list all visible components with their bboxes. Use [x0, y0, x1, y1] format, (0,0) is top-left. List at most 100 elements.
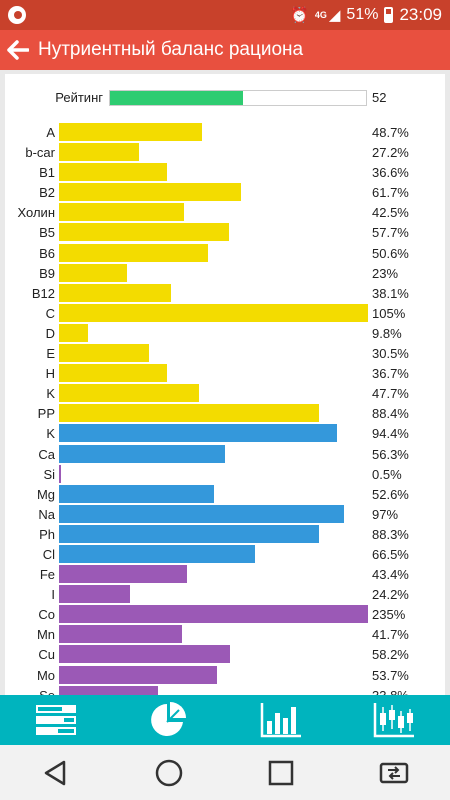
tab-list[interactable]	[0, 695, 113, 745]
nutrient-label: Si	[43, 466, 55, 482]
nutrient-label: Co	[38, 607, 55, 623]
nutrient-bar	[59, 685, 159, 695]
system-nav-bar	[0, 745, 450, 800]
nutrient-percent: 88.3%	[372, 526, 409, 542]
nav-back-button[interactable]	[36, 753, 76, 793]
nutrient-row: Se 33.8%	[5, 685, 445, 695]
nutrient-label: Mg	[36, 486, 55, 502]
nutrient-row: B12 38.1%	[5, 283, 445, 303]
nutrient-percent: 53.7%	[372, 667, 409, 683]
nutrient-percent: 88.4%	[372, 406, 409, 422]
nutrient-percent: 23%	[372, 265, 399, 281]
nutrient-label: H	[45, 366, 55, 382]
nutrient-percent: 48.7%	[372, 125, 409, 140]
nutrient-label: E	[46, 346, 55, 362]
back-triangle-icon	[45, 760, 66, 785]
nutrient-row: Na 97%	[5, 504, 445, 524]
nutrient-label: Ca	[38, 446, 55, 462]
nutrient-row: B9 23%	[5, 263, 445, 283]
nutrient-label: b-car	[25, 145, 55, 161]
nutrient-percent: 0.5%	[372, 466, 402, 482]
nutrient-bar	[59, 303, 368, 322]
nutrient-bar	[59, 484, 214, 503]
network-type: 4G	[314, 10, 327, 20]
nav-recents-button[interactable]	[261, 753, 301, 793]
nutrient-percent: 97%	[372, 506, 399, 522]
nutrient-percent: 27.2%	[372, 145, 409, 161]
nutrient-bar	[59, 123, 203, 141]
nutrient-bar	[59, 464, 61, 483]
nutrient-percent: 38.1%	[372, 285, 409, 301]
nutrient-percent: 50.6%	[372, 245, 409, 261]
nutrient-list: A 48.7% b-car 27.2% B1 36.6% B2 61.7% Холин 42.5%…	[5, 122, 445, 695]
bottom-tab-bar	[0, 695, 450, 745]
nutrient-percent: 47.7%	[372, 386, 409, 402]
nutrient-bar	[59, 424, 337, 443]
nutrient-row: Ca 56.3%	[5, 444, 445, 464]
nutrient-row: D 9.8%	[5, 323, 445, 343]
nutrient-bar	[59, 605, 368, 624]
nutrient-bar	[59, 585, 131, 604]
list-bars-icon	[36, 705, 77, 735]
nutrient-label: Fe	[39, 567, 55, 583]
nutrient-bar	[59, 384, 200, 403]
nutrient-label: K	[46, 426, 55, 442]
nutrient-row: Mg 52.6%	[5, 484, 445, 504]
nutrient-label: Cu	[38, 647, 55, 663]
tab-bar-chart[interactable]	[225, 695, 338, 745]
rating-fill	[110, 91, 244, 105]
nutrient-bar	[59, 163, 167, 182]
switch-app-icon	[379, 762, 408, 783]
nutrient-row: H 36.7%	[5, 363, 445, 383]
nutrient-row: B5 57.7%	[5, 222, 445, 242]
nutrient-panel: Рейтинг 52 A 48.7% b-car 27.2% B1 36.6% B2 61.7…	[5, 74, 445, 695]
nutrient-percent: 30.5%	[372, 346, 409, 362]
nutrient-percent: 235%	[372, 607, 406, 623]
nutrient-label: PP	[37, 406, 55, 422]
nutrient-percent: 105%	[372, 305, 406, 321]
nutrient-percent: 24.2%	[372, 587, 409, 603]
rating-label: Рейтинг	[55, 90, 103, 105]
nutrient-bar	[59, 665, 218, 684]
battery-percent: 51%	[346, 6, 379, 23]
nutrient-row: Mo 53.7%	[5, 665, 445, 685]
nutrient-bar	[59, 544, 255, 563]
nutrient-row: B6 50.6%	[5, 243, 445, 263]
nav-home-button[interactable]	[149, 753, 189, 793]
nutrient-row: B2 61.7%	[5, 182, 445, 202]
nutrient-bar	[59, 524, 319, 543]
nutrient-bar	[59, 444, 225, 463]
nutrient-bar	[59, 504, 345, 523]
nutrient-row: K 47.7%	[5, 383, 445, 403]
nutrient-bar	[59, 404, 320, 423]
nutrient-label: B9	[39, 265, 55, 281]
nutrient-bar	[59, 143, 140, 162]
nutrient-label: Mn	[36, 627, 55, 643]
signal-icon: ◢	[328, 7, 341, 24]
nutrient-label: B1	[39, 165, 55, 181]
alarm-icon: ⏰	[290, 7, 309, 24]
nutrient-label: K	[46, 386, 55, 402]
rating-value: 52	[372, 90, 387, 105]
nutrient-row: I 24.2%	[5, 584, 445, 604]
nutrient-row: b-car 27.2%	[5, 142, 445, 162]
nutrient-bar	[59, 263, 127, 282]
nutrient-bar	[59, 645, 231, 664]
nutrient-label: Mo	[36, 667, 55, 683]
tab-pie[interactable]	[113, 695, 226, 745]
nutrient-label: B2	[39, 185, 55, 201]
nutrient-label: D	[45, 325, 55, 341]
nav-switch-button[interactable]	[374, 753, 414, 793]
nutrient-row: Fe 43.4%	[5, 564, 445, 584]
nutrient-row: K 94.4%	[5, 423, 445, 443]
tab-candlestick[interactable]	[338, 695, 450, 745]
back-arrow-icon[interactable]	[4, 30, 32, 70]
recents-square-icon	[269, 760, 294, 785]
nutrient-row: Mn 41.7%	[5, 624, 445, 644]
rating-row: Рейтинг 52	[5, 88, 445, 108]
nutrient-percent: 57.7%	[372, 225, 409, 241]
nutrient-bar	[59, 364, 167, 383]
nutrient-row: Si 0.5%	[5, 464, 445, 484]
nutrient-bar	[59, 323, 88, 342]
nutrient-percent: 52.6%	[372, 486, 409, 502]
